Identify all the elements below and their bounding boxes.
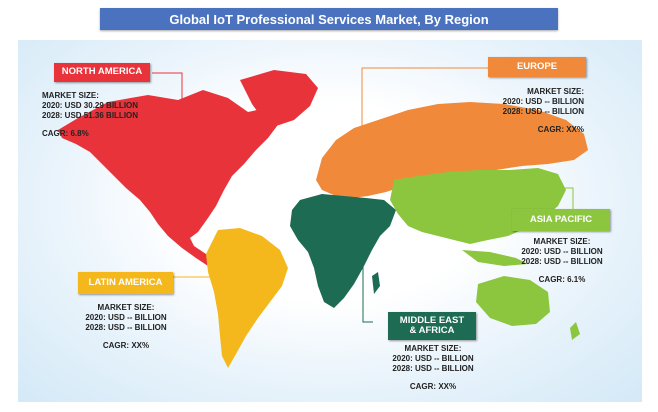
mea-market-2028: 2028: USD -- BILLION <box>392 364 474 373</box>
region-label-north-america: NORTH AMERICA <box>54 63 150 82</box>
region-greenland <box>240 70 318 126</box>
region-indonesia <box>462 250 528 266</box>
region-australia <box>476 276 550 326</box>
region-europe <box>316 102 588 198</box>
info-middle-east-africa: MARKET SIZE: 2020: USD -- BILLION 2028: … <box>376 344 490 392</box>
connector-mea <box>362 240 373 323</box>
region-latin-america <box>206 228 288 368</box>
info-north-america: MARKET SIZE: 2020: USD 30.29 BILLION 202… <box>42 91 138 139</box>
connector-north-america <box>152 72 183 180</box>
info-asia-pacific: MARKET SIZE: 2020: USD -- BILLION 2028: … <box>506 237 618 285</box>
connector-europe <box>361 67 488 158</box>
region-new-zealand <box>570 322 580 340</box>
info-europe: MARKET SIZE: 2020: USD -- BILLION 2028: … <box>478 87 584 135</box>
mea-name-line1: MIDDLE EAST <box>399 314 465 326</box>
la-market-2020: 2020: USD -- BILLION <box>85 313 167 322</box>
ap-market-2028: 2028: USD -- BILLION <box>521 257 603 266</box>
la-market-2028: 2028: USD -- BILLION <box>85 323 167 332</box>
na-cagr: CAGR: 6.8% <box>42 129 89 138</box>
chart-title: Global IoT Professional Services Market,… <box>100 8 558 30</box>
na-market-2028: 2028: USD 51.36 BILLION <box>42 111 139 120</box>
mea-name-line2: & AFRICA <box>409 325 455 336</box>
region-madagascar <box>372 272 380 294</box>
la-cagr: CAGR: XX% <box>102 341 150 350</box>
eu-market-2028: 2028: USD -- BILLION <box>502 107 584 116</box>
eu-market-2020: 2020: USD -- BILLION <box>502 97 584 106</box>
ap-market-size-label: MARKET SIZE: <box>533 237 591 246</box>
mea-cagr: CAGR: XX% <box>409 382 457 391</box>
ap-cagr: CAGR: 6.1% <box>538 275 586 284</box>
mea-market-size-label: MARKET SIZE: <box>404 344 462 353</box>
mea-market-2020: 2020: USD -- BILLION <box>392 354 474 363</box>
info-latin-america: MARKET SIZE: 2020: USD -- BILLION 2028: … <box>70 303 182 351</box>
region-asia-pacific <box>390 168 566 244</box>
na-market-size-label: MARKET SIZE: <box>42 91 99 100</box>
region-label-middle-east-africa: MIDDLE EAST & AFRICA <box>388 312 476 340</box>
region-label-asia-pacific: ASIA PACIFIC <box>512 209 610 231</box>
connector-latin-america <box>173 262 233 278</box>
eu-cagr: CAGR: XX% <box>537 125 584 134</box>
ap-market-2020: 2020: USD -- BILLION <box>521 247 603 256</box>
la-market-size-label: MARKET SIZE: <box>97 303 155 312</box>
region-label-latin-america: LATIN AMERICA <box>78 272 173 294</box>
na-market-2020: 2020: USD 30.29 BILLION <box>42 101 139 110</box>
region-north-america <box>58 90 280 266</box>
region-middle-east-africa <box>290 194 396 308</box>
eu-market-size-label: MARKET SIZE: <box>527 87 584 96</box>
connector-asia-pacific <box>426 187 574 210</box>
region-label-europe: EUROPE <box>488 57 586 77</box>
